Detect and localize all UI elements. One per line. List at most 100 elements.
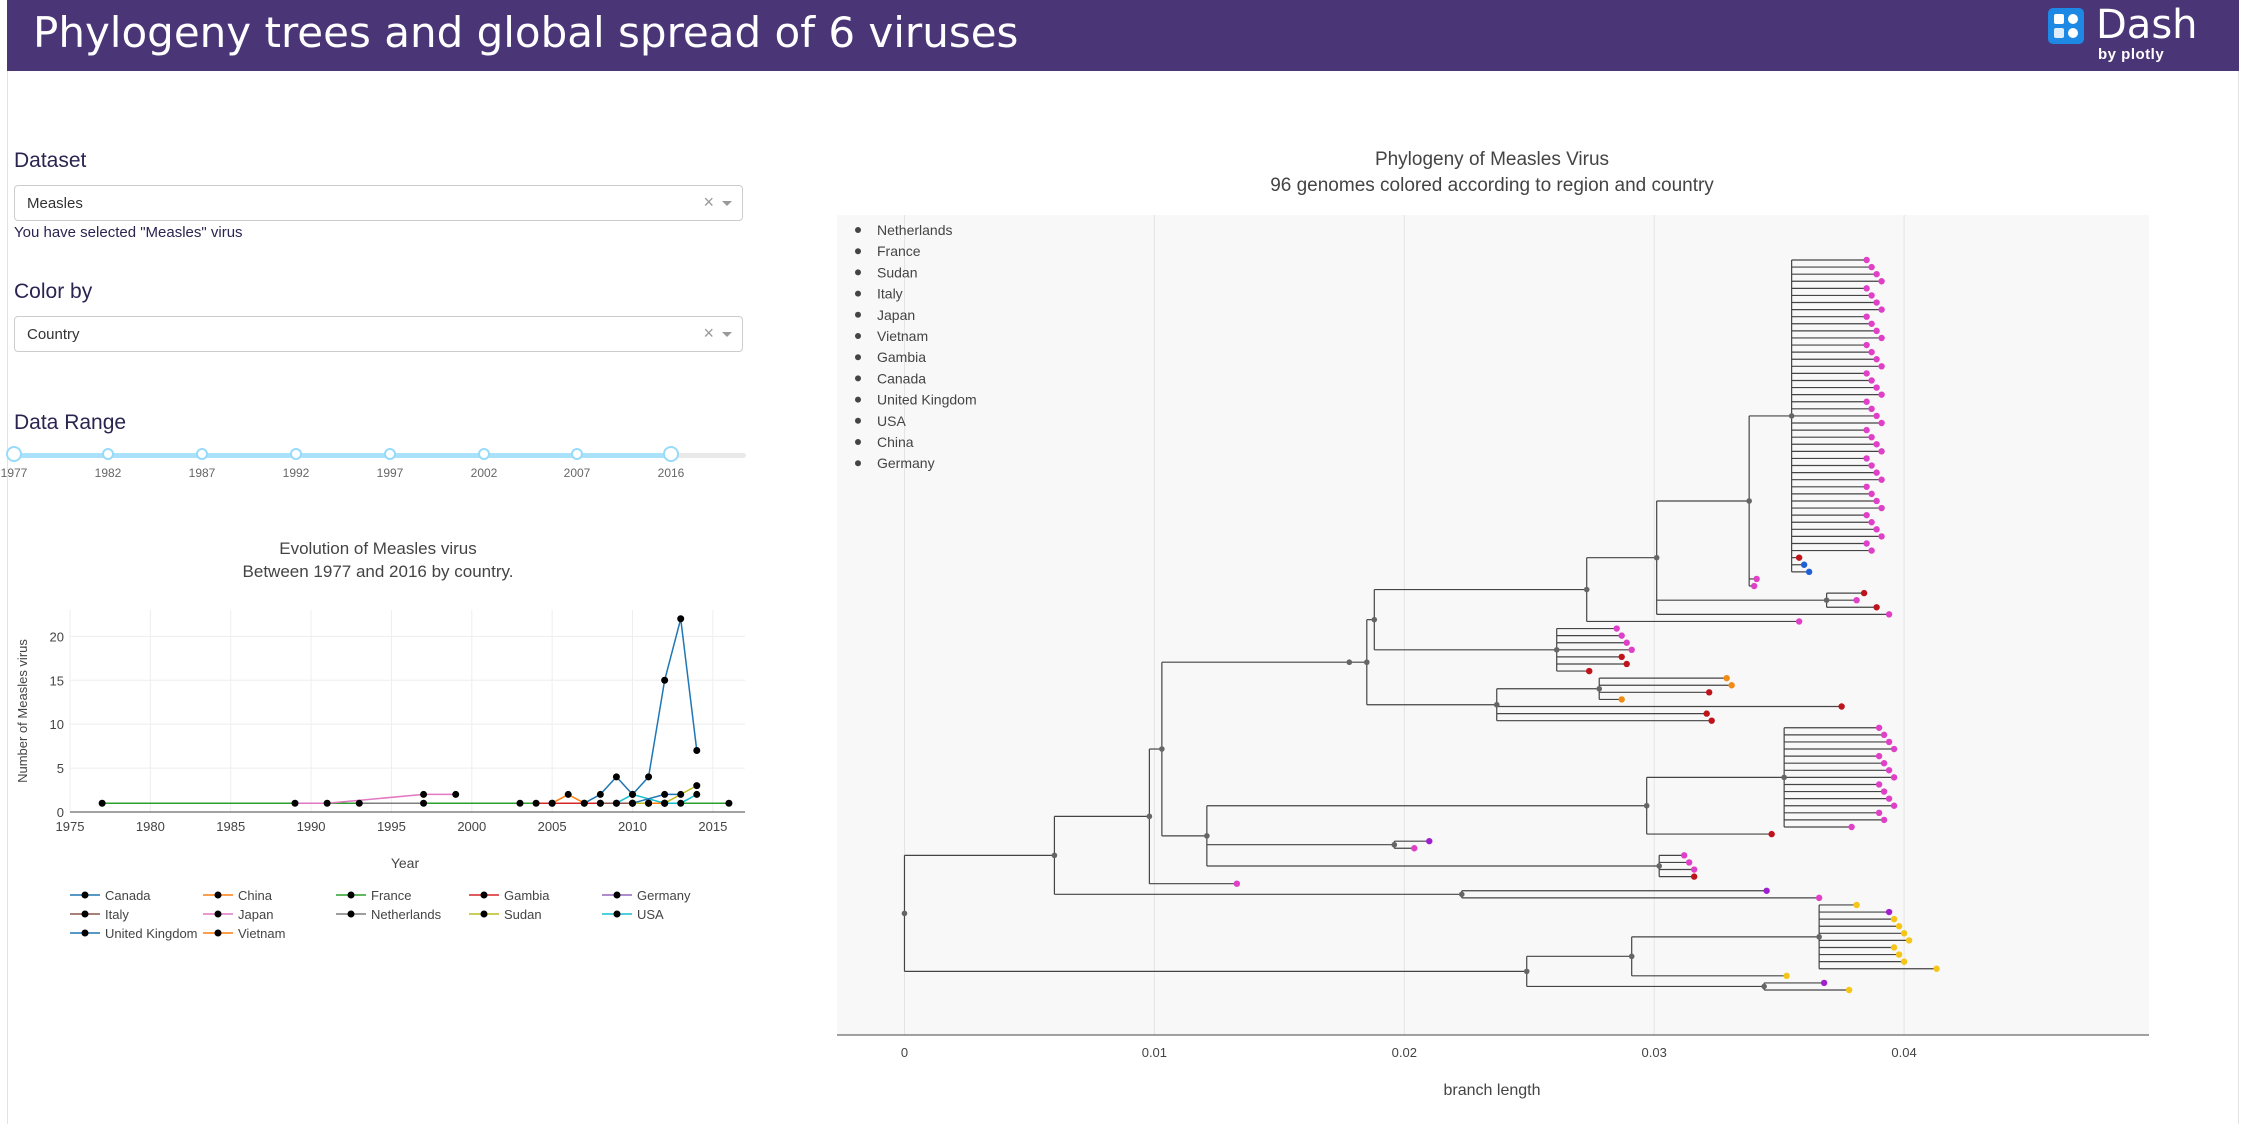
tree-leaf-node[interactable]	[1878, 363, 1885, 370]
legend-item[interactable]: Germany	[602, 888, 691, 903]
tree-leaf-node[interactable]	[1426, 837, 1433, 845]
tree-leaf-node[interactable]	[1868, 433, 1875, 441]
tree-leaf-node[interactable]	[1863, 285, 1870, 292]
legend-item[interactable]: Vietnam	[203, 926, 285, 941]
tree-internal-node[interactable]	[1781, 774, 1787, 781]
data-point[interactable]	[645, 799, 653, 807]
tree-leaf-node[interactable]	[1868, 462, 1875, 469]
tree-leaf-node[interactable]	[1708, 717, 1715, 724]
tree-internal-node[interactable]	[1746, 498, 1752, 504]
tree-leaf-node[interactable]	[1890, 915, 1898, 923]
tree-internal-node[interactable]	[1816, 934, 1822, 940]
tree-leaf-node[interactable]	[1878, 391, 1885, 398]
tree-leaf-node[interactable]	[1863, 313, 1870, 320]
tree-internal-node[interactable]	[1363, 659, 1370, 666]
data-point[interactable]	[645, 773, 653, 781]
data-point[interactable]	[725, 799, 733, 807]
tree-leaf-node[interactable]	[1805, 568, 1813, 576]
tree-leaf-node[interactable]	[1411, 845, 1418, 852]
tree-internal-node[interactable]	[1583, 586, 1590, 593]
tree-leaf-node[interactable]	[1880, 788, 1888, 795]
tree-leaf-node[interactable]	[1848, 823, 1855, 831]
data-point[interactable]	[532, 799, 540, 807]
tree-leaf-node[interactable]	[1868, 490, 1875, 498]
tree-leaf-node[interactable]	[1690, 873, 1698, 880]
tree-leaf-node[interactable]	[1863, 398, 1870, 405]
data-point[interactable]	[420, 790, 428, 798]
tree-leaf-node[interactable]	[1863, 511, 1870, 519]
data-point[interactable]	[677, 615, 685, 623]
tree-leaf-node[interactable]	[1878, 448, 1885, 455]
tree-leaf-node[interactable]	[1878, 419, 1885, 427]
tree-leaf-node[interactable]	[1768, 830, 1775, 838]
tree-leaf-node[interactable]	[1890, 944, 1898, 951]
tree-leaf-node[interactable]	[1875, 724, 1883, 731]
legend-item[interactable]: Sudan	[469, 907, 542, 922]
data-point[interactable]	[612, 773, 620, 781]
tree-internal-node[interactable]	[1204, 833, 1210, 839]
tree-leaf-node[interactable]	[1863, 426, 1870, 434]
tree-leaf-node[interactable]	[1885, 738, 1893, 746]
tree-leaf-node[interactable]	[1863, 370, 1870, 377]
tree-leaf-node[interactable]	[1933, 965, 1940, 972]
tree-leaf-node[interactable]	[1900, 930, 1908, 937]
data-point[interactable]	[420, 799, 428, 807]
tree-leaf-node[interactable]	[1723, 674, 1730, 682]
tree-leaf-node[interactable]	[1885, 795, 1893, 802]
data-point[interactable]	[677, 790, 685, 798]
tree-leaf-node[interactable]	[1900, 958, 1908, 965]
tree-leaf-node[interactable]	[1618, 632, 1625, 639]
tree-leaf-node[interactable]	[1868, 519, 1875, 526]
legend-item[interactable]: Netherlands	[336, 907, 442, 922]
tree-leaf-node[interactable]	[1885, 908, 1893, 916]
tree-leaf-node[interactable]	[1878, 278, 1885, 285]
legend-item[interactable]: USA	[855, 413, 906, 429]
tree-internal-node[interactable]	[1371, 616, 1378, 623]
tree-internal-node[interactable]	[901, 910, 908, 917]
data-point[interactable]	[661, 799, 669, 807]
tree-leaf-node[interactable]	[1763, 887, 1770, 894]
chevron-down-icon[interactable]	[722, 332, 732, 337]
data-point[interactable]	[548, 799, 556, 807]
legend-item[interactable]: Italy	[855, 286, 903, 302]
tree-leaf-node[interactable]	[1878, 533, 1885, 540]
legend-item[interactable]: France	[336, 888, 411, 903]
tree-leaf-node[interactable]	[1728, 682, 1735, 689]
tree-leaf-node[interactable]	[1868, 320, 1875, 327]
tree-internal-node[interactable]	[1391, 841, 1398, 848]
tree-internal-node[interactable]	[1458, 891, 1465, 898]
tree-internal-node[interactable]	[1553, 647, 1560, 653]
tree-leaf-node[interactable]	[1873, 412, 1880, 420]
tree-leaf-node[interactable]	[1586, 667, 1593, 675]
range-slider-handle[interactable]	[6, 446, 22, 462]
tree-internal-node[interactable]	[1159, 746, 1165, 752]
tree-leaf-node[interactable]	[1868, 405, 1875, 413]
tree-leaf-node[interactable]	[1875, 809, 1883, 817]
dataset-dropdown[interactable]: Measles ×	[14, 185, 743, 221]
tree-leaf-node[interactable]	[1680, 852, 1688, 859]
tree-leaf-node[interactable]	[1873, 299, 1880, 306]
clear-icon[interactable]: ×	[703, 192, 714, 212]
tree-leaf-node[interactable]	[1623, 639, 1630, 646]
tree-leaf-node[interactable]	[1868, 263, 1875, 271]
tree-leaf-node[interactable]	[1838, 703, 1845, 710]
range-slider-handle[interactable]	[663, 446, 679, 462]
tree-leaf-node[interactable]	[1873, 441, 1880, 448]
tree-leaf-node[interactable]	[1618, 653, 1625, 661]
tree-leaf-node[interactable]	[1875, 752, 1883, 760]
data-point[interactable]	[677, 799, 685, 807]
tree-internal-node[interactable]	[1523, 968, 1530, 975]
tree-leaf-node[interactable]	[1868, 547, 1875, 554]
legend-item[interactable]: Canada	[855, 370, 926, 386]
tree-leaf-node[interactable]	[1873, 270, 1880, 278]
tree-leaf-node[interactable]	[1690, 866, 1698, 873]
data-point[interactable]	[596, 799, 604, 807]
data-point[interactable]	[323, 799, 331, 807]
tree-internal-node[interactable]	[1788, 413, 1795, 419]
tree-leaf-node[interactable]	[1873, 604, 1880, 611]
tree-leaf-node[interactable]	[1753, 575, 1760, 583]
legend-item[interactable]: China	[855, 434, 914, 450]
tree-leaf-node[interactable]	[1880, 760, 1888, 767]
tree-leaf-node[interactable]	[1868, 292, 1875, 299]
tree-internal-node[interactable]	[1051, 852, 1058, 859]
